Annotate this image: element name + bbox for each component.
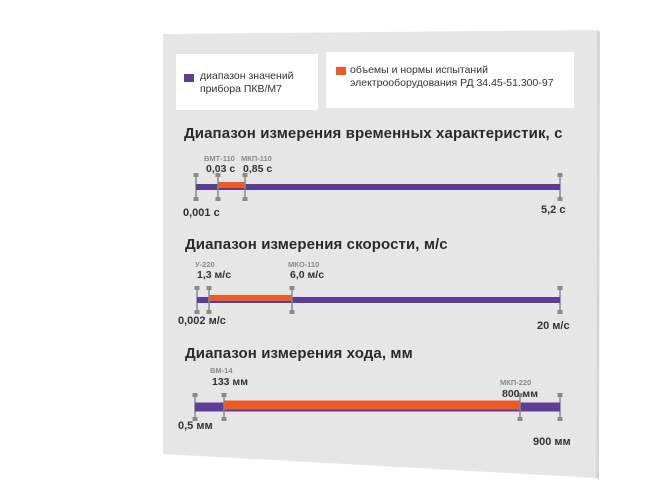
legend-device: диапазон значений прибора ПКВ/М7 — [176, 54, 318, 110]
device-range-bar — [196, 184, 560, 190]
standard-range-marker-cap — [206, 286, 212, 290]
std-min-device-label: ВМТ-110 — [204, 154, 235, 163]
standard-range-bar — [224, 400, 520, 410]
device-range-marker-cap — [557, 173, 563, 177]
range-chart-1 — [194, 286, 563, 314]
standard-range-bar — [209, 295, 292, 301]
legend-device-swatch — [184, 74, 194, 82]
device-range-marker-cap — [194, 286, 200, 290]
std-min-value-label: 133 мм — [212, 376, 248, 388]
chart-title-time: Диапазон измерения временных характерист… — [184, 125, 563, 142]
device-range-marker-cap — [193, 173, 199, 177]
device-min-label: 0,5 мм — [178, 420, 213, 432]
standard-range-marker-cap — [242, 173, 248, 177]
device-range-marker-cap — [192, 417, 198, 421]
device-range-marker-cap — [557, 197, 563, 201]
device-range-marker-cap — [192, 393, 198, 397]
std-max-device-label: МКП-220 — [500, 378, 531, 387]
device-range-marker-cap — [557, 417, 563, 421]
standard-range-marker-cap — [289, 310, 295, 314]
device-min-label: 0,002 м/с — [178, 315, 226, 327]
device-max-label: 900 мм — [533, 436, 571, 448]
standard-range-marker-cap — [517, 417, 523, 421]
device-range-marker-cap — [557, 310, 563, 314]
device-range-marker-cap — [557, 286, 563, 290]
device-range-marker-cap — [193, 197, 199, 201]
chart-title-travel: Диапазон измерения хода, мм — [185, 345, 413, 362]
device-range-marker-cap — [557, 393, 563, 397]
device-max-label: 5,2 с — [541, 204, 565, 216]
std-min-value-label: 1,3 м/с — [197, 269, 231, 281]
device-range-marker-cap — [194, 310, 200, 314]
legend-standard-label: объемы и нормы испытаний электрооборудов… — [350, 64, 554, 89]
std-max-value-label: 0,85 с — [243, 163, 272, 175]
standard-range-marker-cap — [517, 393, 523, 397]
range-chart-0 — [193, 173, 563, 201]
range-chart-2 — [192, 393, 563, 421]
legend-standard: объемы и нормы испытаний электрооборудов… — [326, 52, 574, 108]
std-min-value-label: 0,03 с — [206, 163, 235, 175]
standard-range-marker-cap — [215, 197, 221, 201]
legend-standard-swatch — [336, 67, 346, 75]
standard-range-marker-cap — [221, 393, 227, 397]
standard-range-bar — [218, 182, 245, 188]
chart-title-speed: Диапазон измерения скорости, м/с — [185, 236, 448, 253]
std-min-device-label: У-220 — [195, 260, 215, 269]
device-range-bar — [197, 297, 560, 303]
standard-range-marker-cap — [221, 417, 227, 421]
std-max-value-label: 6,0 м/с — [290, 269, 324, 281]
std-max-value-label: 800 мм — [502, 388, 538, 400]
device-min-label: 0,001 с — [183, 207, 220, 219]
standard-range-marker-cap — [289, 286, 295, 290]
device-max-label: 20 м/с — [537, 320, 570, 332]
standard-range-marker-cap — [206, 310, 212, 314]
std-max-device-label: МКО-110 — [288, 260, 319, 269]
legend-device-label: диапазон значений прибора ПКВ/М7 — [200, 70, 294, 95]
std-max-device-label: МКП-110 — [241, 154, 272, 163]
standard-range-marker-cap — [242, 197, 248, 201]
std-min-device-label: ВМ-14 — [210, 366, 233, 375]
standard-range-marker-cap — [215, 173, 221, 177]
